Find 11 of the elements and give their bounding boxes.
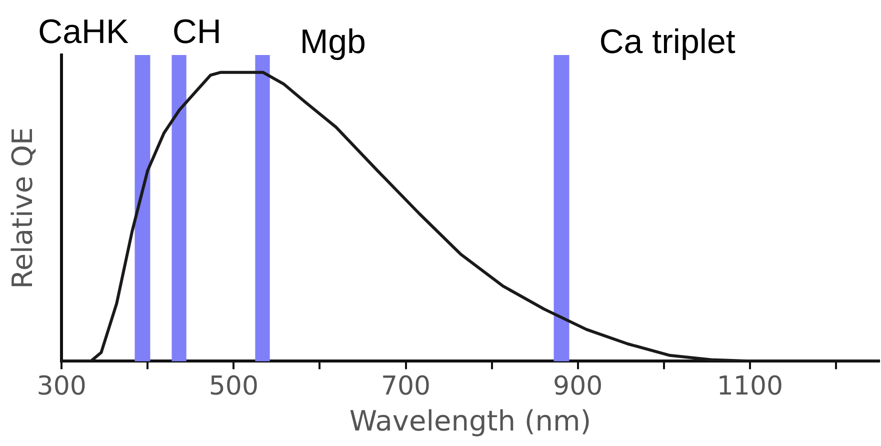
x-tick-label: 1100	[716, 372, 784, 402]
band-label: Ca triplet	[599, 23, 736, 61]
x-tick-label: 300	[36, 372, 86, 402]
band-label: Mgb	[300, 23, 366, 61]
x-tick-label: 500	[208, 372, 259, 402]
band-label: CaHK	[38, 13, 130, 51]
y-axis-title: Relative QE	[6, 127, 40, 289]
band-label: CH	[172, 13, 222, 51]
x-tick-label: 700	[380, 372, 431, 402]
x-axis-title: Wavelength (nm)	[349, 404, 592, 438]
x-tick-label: 900	[553, 372, 603, 402]
